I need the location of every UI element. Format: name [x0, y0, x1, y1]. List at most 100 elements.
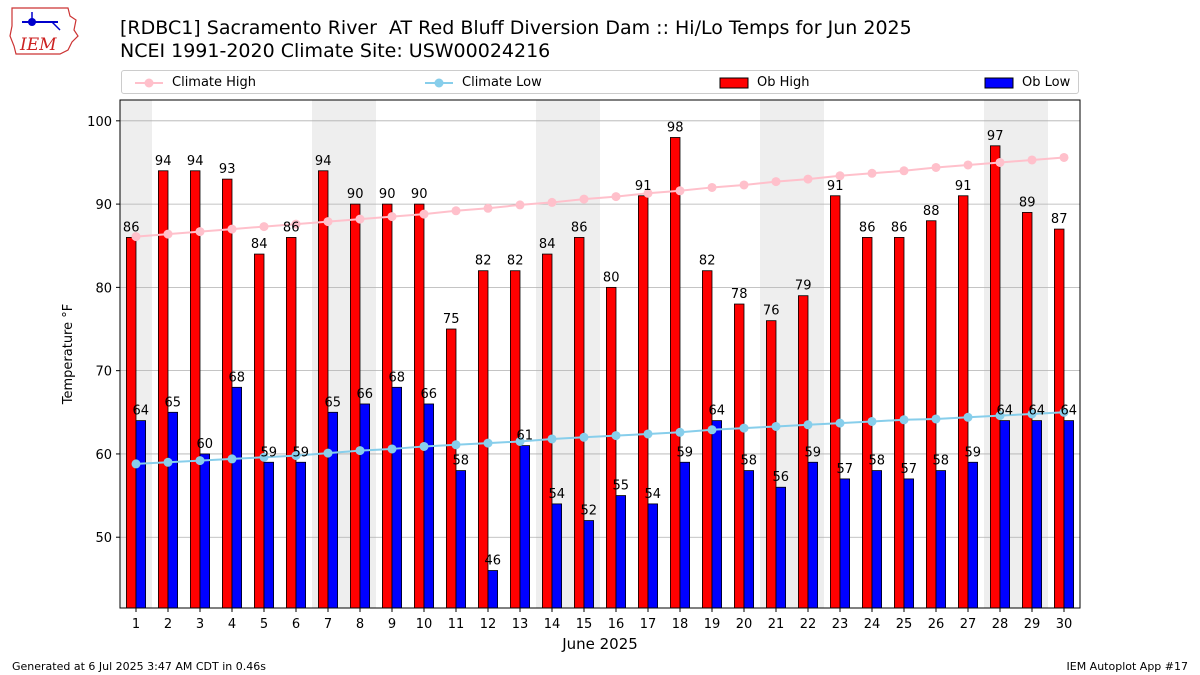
- ob-low-bar: [583, 520, 595, 609]
- ob-high-bar: [542, 253, 553, 609]
- ob-low-value-label: 58: [869, 454, 886, 469]
- ob-high-value-label: 87: [1051, 212, 1068, 227]
- y-tick-label: 100: [87, 115, 112, 130]
- climate-low-point: [419, 441, 429, 451]
- ob-high-bar: [574, 237, 585, 609]
- climate-high-point: [291, 219, 301, 229]
- ob-low-bar: [199, 453, 211, 609]
- ob-low-value-label: 64: [709, 404, 726, 419]
- ob-high-bar: [413, 203, 425, 609]
- ob-high-value-label: 86: [891, 220, 908, 235]
- ob-high-bar: [253, 253, 265, 609]
- climate-low-point: [867, 416, 877, 426]
- x-axis-label: June 2025: [561, 635, 638, 653]
- x-tick-label: 18: [672, 617, 689, 632]
- ob-low-value-label: 57: [901, 462, 918, 477]
- ob-low-bar: [871, 470, 883, 609]
- ob-high-value-label: 89: [1019, 195, 1036, 210]
- ob-low-bar: [455, 470, 467, 609]
- ob-low-value-label: 68: [229, 370, 246, 385]
- ob-low-bar: [391, 386, 403, 609]
- ob-low-bar: [903, 478, 915, 609]
- ob-low-bar: [839, 478, 851, 609]
- climate-low-point: [387, 444, 397, 454]
- climate-high-point: [707, 182, 717, 192]
- x-tick-label: 23: [832, 617, 849, 632]
- ob-low-bar: [327, 411, 339, 609]
- climate-high-point: [835, 171, 845, 181]
- y-tick-label: 90: [95, 198, 112, 213]
- ob-high-bar: [349, 203, 361, 609]
- climate-low-point: [835, 418, 845, 428]
- climate-high-point: [515, 200, 525, 210]
- ob-high-value-label: 98: [667, 120, 684, 135]
- ob-low-value-label: 54: [645, 487, 662, 502]
- ob-low-bar: [935, 470, 947, 609]
- ob-high-value-label: 86: [859, 220, 876, 235]
- ob-high-value-label: 90: [379, 187, 396, 202]
- ob-high-value-label: 91: [635, 179, 652, 194]
- climate-low-point: [163, 457, 173, 467]
- ob-low-bar: [743, 470, 755, 609]
- climate-low-point: [323, 448, 333, 458]
- ob-low-bar: [999, 420, 1011, 609]
- climate-high-point: [227, 224, 237, 234]
- climate-high-point: [739, 180, 749, 190]
- y-tick-label: 80: [95, 281, 112, 296]
- climate-low-point: [963, 412, 973, 422]
- plot-frame: [119, 99, 1081, 609]
- climate-low-point: [739, 423, 749, 433]
- ob-high-bar: [670, 137, 681, 609]
- ob-low-value-label: 61: [517, 429, 534, 444]
- legend-label: Climate High: [172, 75, 257, 90]
- climate-high-point: [771, 177, 781, 187]
- ob-low-value-label: 64: [1061, 404, 1078, 419]
- climate-low-point: [579, 432, 589, 442]
- climate-high-point: [483, 203, 493, 213]
- x-tick-label: 26: [928, 617, 945, 632]
- legend-item-climate-high: Climate High: [134, 74, 256, 92]
- legend-item-ob-high: Ob High: [719, 74, 810, 92]
- climate-low-point: [643, 429, 653, 439]
- ob-low-value-label: 56: [773, 470, 790, 485]
- ob-high-swatch: [719, 77, 749, 89]
- climate-low-line: [135, 411, 1065, 465]
- ob-low-value-label: 64: [133, 404, 150, 419]
- ob-low-bar: [967, 461, 979, 609]
- legend: Climate High Climate Low Ob High Ob Low: [121, 70, 1079, 94]
- ob-low-bar: [135, 420, 147, 609]
- ob-high-value-label: 76: [763, 304, 780, 319]
- ob-low-bar: [647, 503, 659, 609]
- ob-high-value-label: 94: [315, 154, 332, 169]
- climate-high-point: [995, 157, 1005, 167]
- y-tick-label: 70: [95, 365, 112, 380]
- ob-high-bar: [221, 178, 233, 609]
- ob-low-value-label: 46: [485, 554, 502, 569]
- climate-low-point: [483, 438, 493, 448]
- ob-high-value-label: 86: [283, 220, 300, 235]
- ob-low-value-label: 64: [997, 404, 1014, 419]
- climate-high-swatch: [135, 78, 163, 88]
- y-tick-label: 50: [95, 531, 112, 546]
- iem-logo: IEM: [8, 6, 80, 58]
- x-tick-label: 7: [324, 617, 332, 632]
- climate-high-point: [323, 217, 333, 227]
- ob-high-bar: [285, 237, 297, 609]
- climate-high-point: [611, 192, 621, 202]
- ob-low-bar: [1031, 420, 1043, 609]
- ob-high-value-label: 97: [987, 129, 1004, 144]
- ob-low-bar: [167, 411, 179, 609]
- climate-low-point: [931, 414, 941, 424]
- ob-high-bar: [189, 170, 201, 609]
- ob-low-value-label: 68: [389, 370, 406, 385]
- ob-low-value-label: 57: [837, 462, 854, 477]
- ob-low-value-label: 66: [357, 387, 374, 402]
- climate-high-point: [867, 168, 877, 178]
- logo-text: IEM: [19, 35, 57, 55]
- ob-high-value-label: 78: [731, 287, 748, 302]
- y-axis-label: Temperature °F: [61, 304, 76, 405]
- ob-high-bar: [766, 320, 777, 609]
- x-tick-label: 15: [576, 617, 593, 632]
- x-tick-label: 6: [292, 617, 300, 632]
- ob-low-value-label: 55: [613, 479, 630, 494]
